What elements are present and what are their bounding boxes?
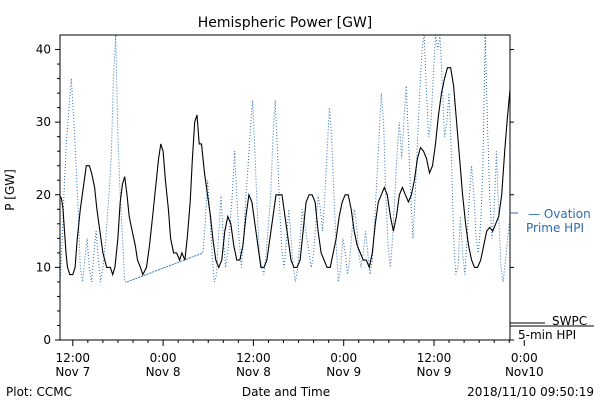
x-tick-label-time: 12:00 (417, 351, 452, 365)
legend-ovation-line1: — Ovation (528, 207, 591, 221)
x-tick-label-time: 12:00 (236, 351, 271, 365)
x-tick-label-date: Nov 9 (326, 365, 361, 379)
y-axis-label: P [GW] (3, 169, 17, 211)
footer-plot-credit: Plot: CCMC (6, 385, 72, 399)
y-tick-label: 10 (36, 260, 51, 274)
legend-swpc-line1: SWPC (552, 314, 587, 328)
x-tick-label-date: Nov10 (505, 365, 544, 379)
x-tick-label-date: Nov 8 (236, 365, 271, 379)
legend-swpc-line2: 5-min HPI (518, 328, 576, 342)
x-tick-label-date: Nov 9 (417, 365, 452, 379)
footer-timestamp: 2018/11/10 09:50:19 (467, 385, 594, 399)
y-tick-label: 0 (43, 333, 51, 347)
plot-frame (59, 34, 511, 341)
x-tick-label-time: 0:00 (330, 351, 357, 365)
x-tick-label-time: 0:00 (511, 351, 538, 365)
x-tick-label-time: 12:00 (55, 351, 90, 365)
plot-area (60, 35, 510, 283)
x-axis-label: Date and Time (242, 385, 330, 399)
x-tick-label-date: Nov 8 (146, 365, 181, 379)
chart-title: Hemispheric Power [GW] (198, 15, 373, 31)
y-tick-label: 20 (36, 188, 51, 202)
x-tick-label-date: Nov 7 (55, 365, 90, 379)
series-line-ovation (60, 35, 510, 283)
x-tick-label-time: 0:00 (150, 351, 177, 365)
legend-ovation-line2: Prime HPI (526, 221, 584, 235)
y-tick-label: 40 (36, 43, 51, 57)
y-tick-label: 30 (36, 115, 51, 129)
series-line-swpc (60, 67, 510, 277)
